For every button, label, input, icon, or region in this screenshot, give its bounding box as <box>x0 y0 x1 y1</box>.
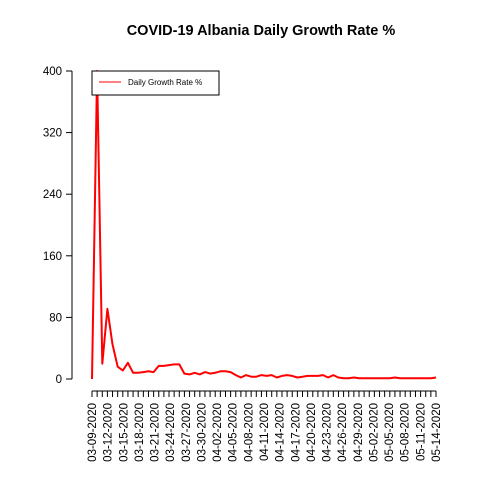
x-tick-label: 05-08-2020 <box>400 403 412 462</box>
x-tick-label: 04-11-2020 <box>259 403 271 461</box>
x-tick-label: 03-18-2020 <box>134 403 146 462</box>
x-tick-label: 03-27-2020 <box>181 403 193 462</box>
x-tick-label: 04-23-2020 <box>322 403 334 462</box>
y-axis: 0 80 160 240 320 400 <box>43 66 73 386</box>
legend-box <box>91 70 220 96</box>
x-tick-label: 04-26-2020 <box>337 403 349 462</box>
x-tick-label: 05-02-2020 <box>368 403 380 462</box>
y-tick-label: 160 <box>43 251 62 263</box>
x-tick-label: 04-05-2020 <box>228 403 240 462</box>
y-tick-label: 400 <box>43 66 62 78</box>
y-tick-label: 240 <box>43 189 62 201</box>
x-tick-label: 05-11-2020 <box>415 403 427 461</box>
y-tick-label: 80 <box>49 312 62 324</box>
legend-label: Daily Growth Rate % <box>128 78 202 87</box>
chart-title: COVID-19 Albania Daily Growth Rate % <box>127 23 396 39</box>
x-axis: 03-09-2020 03-12-2020 03-15-2020 03-18-2020… <box>87 390 443 462</box>
legend: Daily Growth Rate % <box>91 70 220 96</box>
x-tick-label: 05-14-2020 <box>431 403 443 462</box>
x-tick-label: 04-20-2020 <box>306 403 318 462</box>
x-tick-label: 04-14-2020 <box>275 403 287 462</box>
series-line <box>91 70 437 380</box>
x-tick-label: 04-29-2020 <box>353 403 365 462</box>
x-tick-label: 03-12-2020 <box>103 403 115 462</box>
y-tick-label: 0 <box>56 374 62 386</box>
x-tick-label: 03-30-2020 <box>196 403 208 462</box>
x-tick-label: 05-05-2020 <box>384 403 396 462</box>
x-tick-label: 04-02-2020 <box>212 403 224 462</box>
x-tick-label: 03-09-2020 <box>87 403 99 462</box>
x-tick-label: 03-24-2020 <box>165 403 177 462</box>
plot-area <box>91 70 437 380</box>
x-tick-label: 04-08-2020 <box>243 403 255 462</box>
y-tick-label: 320 <box>43 128 62 140</box>
x-tick-label: 03-15-2020 <box>118 403 130 462</box>
x-tick-label: 04-17-2020 <box>290 403 302 462</box>
x-tick-label: 03-21-2020 <box>150 403 162 462</box>
